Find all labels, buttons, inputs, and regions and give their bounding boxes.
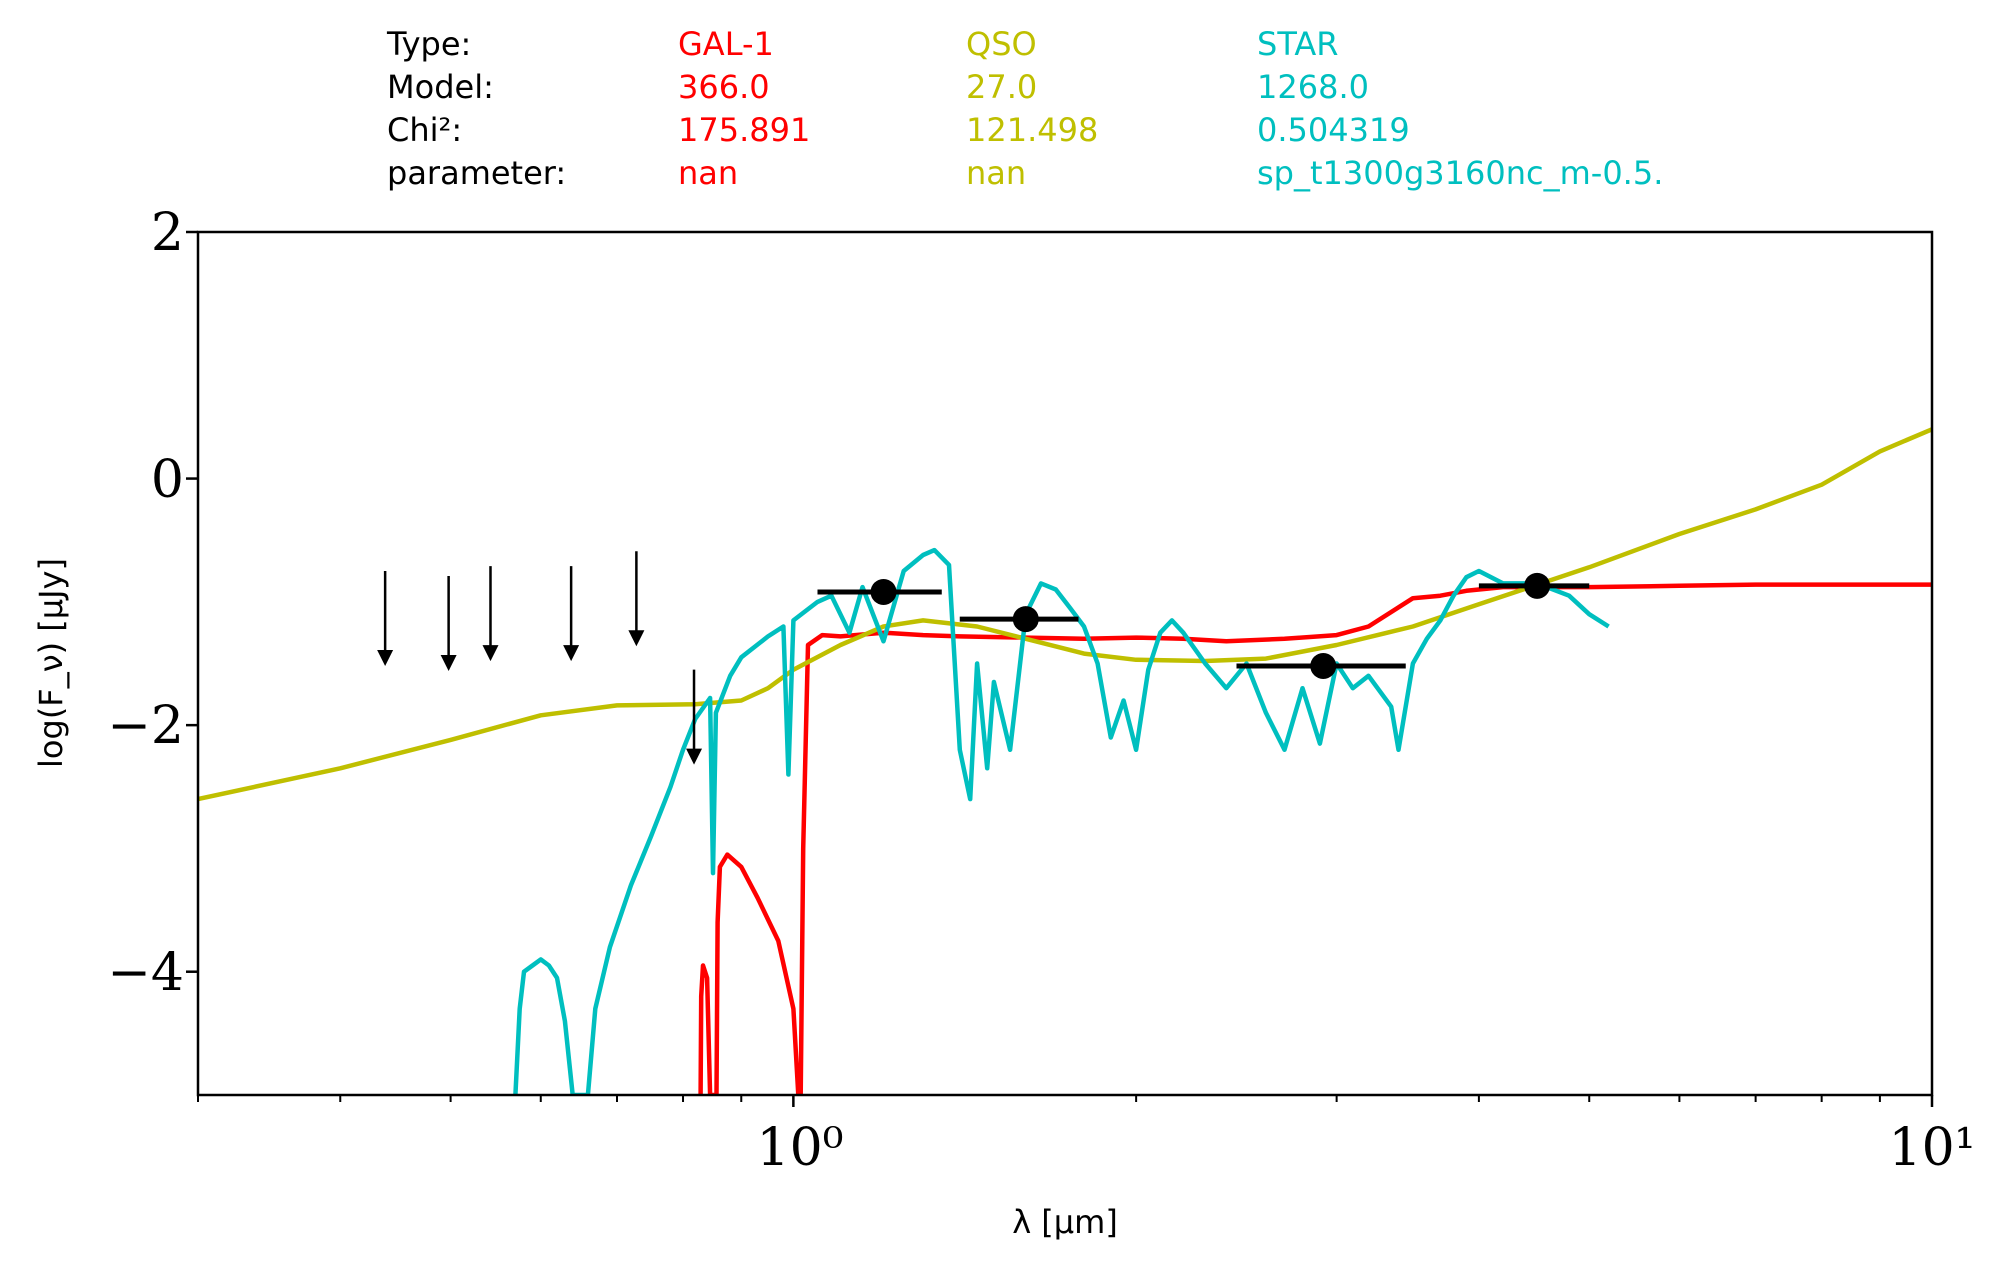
star-chi2: 0.504319 xyxy=(1257,111,1410,149)
y-axis-label: log(F_ν) [μJy] xyxy=(32,558,70,768)
star-type: STAR xyxy=(1257,25,1339,63)
row-label-chi2: Chi²: xyxy=(387,111,462,149)
x-tick-label-1: 10⁰ xyxy=(756,1118,843,1178)
upper-limit-arrowhead-6 xyxy=(686,748,703,765)
y-tick-label-neg2: −2 xyxy=(107,696,184,756)
row-label-type: Type: xyxy=(386,25,471,63)
y-tick-label-0: 0 xyxy=(151,450,184,510)
detection-point-3 xyxy=(1310,652,1337,679)
fit-summary-table: Type: Model: Chi²: parameter: GAL-1 366.… xyxy=(386,25,1663,192)
upper-limit-arrowhead-3 xyxy=(482,645,499,662)
series-line-star xyxy=(513,547,1610,1095)
detection-point-2 xyxy=(1012,606,1039,633)
gal-model: 366.0 xyxy=(678,68,770,106)
row-label-model: Model: xyxy=(387,68,494,106)
plot-area xyxy=(198,427,1932,1095)
qso-type: QSO xyxy=(966,25,1037,63)
detection-point-4 xyxy=(1524,572,1551,599)
gal-type: GAL-1 xyxy=(678,25,774,63)
y-tick-label-2: 2 xyxy=(151,203,184,263)
detection-point-1 xyxy=(870,578,897,605)
qso-parameter: nan xyxy=(966,154,1026,192)
x-axis-label: λ [μm] xyxy=(1012,1203,1118,1241)
points-layer xyxy=(377,551,1590,765)
qso-chi2: 121.498 xyxy=(966,111,1098,149)
series-line-qso xyxy=(198,427,1932,802)
star-parameter: sp_t1300g3160nc_m-0.5. xyxy=(1257,154,1663,192)
x-tick-label-10: 10¹ xyxy=(1888,1118,1975,1178)
plot-frame xyxy=(196,230,1934,1097)
qso-model: 27.0 xyxy=(966,68,1037,106)
star-model: 1268.0 xyxy=(1257,68,1369,106)
upper-limit-arrowhead-1 xyxy=(377,650,394,667)
upper-limit-arrowhead-5 xyxy=(628,630,645,647)
y-tick-label-neg4: −4 xyxy=(107,943,184,1003)
upper-limit-arrowhead-2 xyxy=(440,654,457,671)
gal-parameter: nan xyxy=(678,154,738,192)
upper-limit-arrowhead-4 xyxy=(563,645,580,662)
series-layer xyxy=(198,427,1932,1095)
row-label-parameter: parameter: xyxy=(387,154,566,192)
gal-chi2: 175.891 xyxy=(678,111,810,149)
